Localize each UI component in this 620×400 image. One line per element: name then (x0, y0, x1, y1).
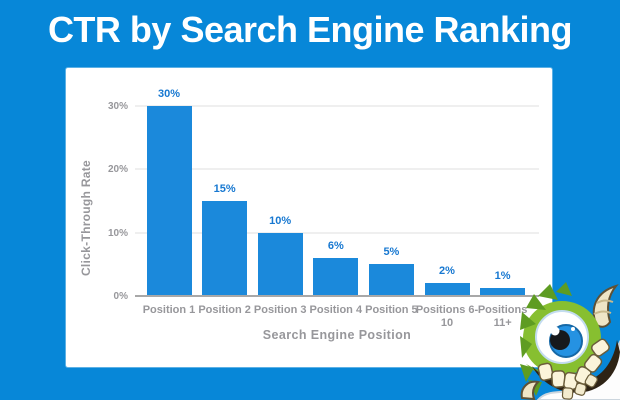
gridline (135, 231, 539, 234)
mascot-small-horn-icon (520, 380, 541, 400)
page-title: CTR by Search Engine Ranking (47, 9, 573, 50)
bar-value-label: 30% (157, 88, 181, 100)
bar (146, 106, 192, 296)
x-tick-label: Position 5 (365, 304, 418, 316)
x-tick-label: Positions 6-10 (415, 304, 479, 329)
bar-value-label: 5% (383, 246, 400, 258)
chart-card: Click-Through Rate Search Engine Positio… (66, 68, 552, 367)
bar-value-label: 15% (213, 183, 236, 195)
mascot-horn-icon (592, 284, 619, 328)
bar-value-label: 1% (494, 270, 511, 282)
monster-mascot (520, 282, 620, 400)
mascot-fur (520, 282, 572, 396)
x-tick-label: Position 2 (198, 304, 251, 316)
bar (313, 258, 359, 296)
y-tick-label: 10% (107, 227, 128, 239)
mascot-lower-teeth (561, 373, 598, 400)
y-tick-label: 0% (113, 291, 128, 302)
y-tick-label: 30% (107, 101, 128, 112)
y-axis-title: Click-Through Rate (79, 159, 93, 277)
bar (202, 201, 248, 296)
x-axis-title: Search Engine Position (262, 328, 412, 342)
x-axis-line (135, 295, 539, 297)
mascot-eye-icon (535, 310, 589, 364)
bar (257, 233, 303, 296)
gridline (135, 105, 539, 107)
x-tick-label: Position 4 (309, 304, 363, 316)
bar (480, 288, 526, 296)
bar-value-label: 10% (269, 215, 292, 227)
x-tick-label: Position 1 (142, 304, 196, 316)
bar (424, 283, 470, 296)
gridline (135, 168, 539, 171)
x-tick-label: Positions 11+ (477, 304, 528, 329)
mascot-mouth (532, 340, 620, 393)
bar (368, 264, 414, 296)
y-tick-label: 20% (107, 164, 128, 176)
bar-value-label: 6% (327, 240, 344, 252)
x-tick-label: Position 3 (253, 304, 307, 316)
bar-value-label: 2% (439, 265, 455, 277)
